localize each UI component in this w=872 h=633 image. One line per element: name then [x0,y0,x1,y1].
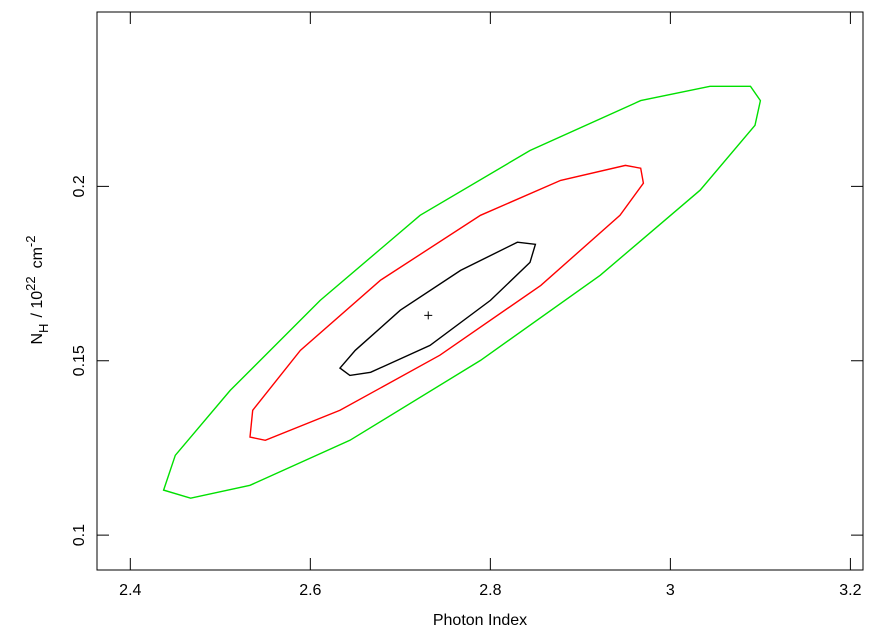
y-tick-label: 0.1 [71,524,88,546]
y-label-sub: H [36,324,51,333]
x-tick-label: 3 [666,582,675,599]
y-label-sup: 22 [23,276,38,290]
x-tick-label: 2.6 [299,582,321,599]
y-tick-label: 0.15 [71,345,88,376]
x-tick-label: 3.2 [839,582,861,599]
x-axis-label: Photon Index [433,612,527,629]
contour-line [338,241,537,377]
x-tick-label: 2.4 [119,582,141,599]
y-tick-label: 0.2 [71,175,88,197]
plot-frame [96,11,864,571]
y-label-part: N [29,333,46,345]
contour-line [162,85,762,499]
x-tick-label: 2.8 [479,582,501,599]
y-label-part: cm [29,247,46,268]
best-fit-marker [424,311,433,320]
y-label-part: / 10 [29,291,46,318]
y-axis-label: NH / 1022 cm-2 [23,236,51,345]
contour-line [249,164,645,442]
y-label-sup: -2 [23,236,38,248]
